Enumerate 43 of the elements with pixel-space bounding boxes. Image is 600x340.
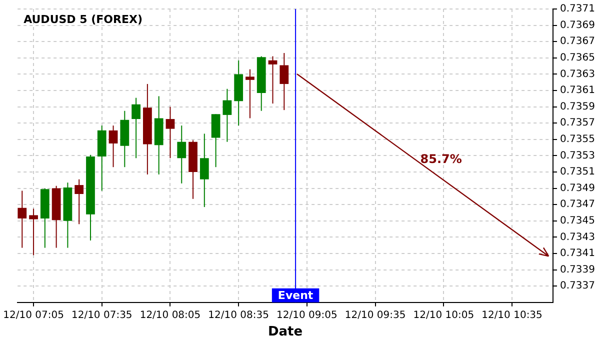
x-tick-label: 12/10 09:35 bbox=[344, 310, 406, 321]
candlestick bbox=[108, 125, 118, 168]
y-tick-label: 0.7371 bbox=[560, 4, 596, 15]
y-tick-label: 0.7357 bbox=[560, 118, 596, 129]
y-tick-label: 0.7367 bbox=[560, 36, 596, 48]
y-tick-label: 0.7359 bbox=[560, 101, 596, 112]
candlestick bbox=[200, 133, 209, 208]
candlestick bbox=[280, 52, 289, 111]
y-tick-label: 0.7337 bbox=[560, 280, 596, 292]
candlestick bbox=[132, 97, 140, 159]
candlestick bbox=[177, 125, 186, 184]
x-tick-label: 12/10 07:05 bbox=[3, 310, 64, 321]
y-tick-label: 0.7355 bbox=[560, 134, 596, 145]
y-tick-label: 0.7345 bbox=[560, 215, 596, 226]
x-axis-title: Date bbox=[268, 324, 303, 340]
x-tick-label: 12/10 08:35 bbox=[208, 310, 269, 321]
chart-title: AUDUSD 5 (FOREX) bbox=[24, 12, 142, 26]
y-tick-label: 0.7347 bbox=[560, 199, 596, 210]
y-tick-label: 0.7365 bbox=[560, 52, 596, 64]
x-tick-label: 12/10 10:35 bbox=[482, 310, 542, 321]
y-tick-label: 0.7363 bbox=[560, 68, 596, 80]
candlestick bbox=[211, 114, 220, 168]
y-tick-label: 0.7353 bbox=[560, 150, 596, 162]
annotation: 85.7% bbox=[420, 152, 462, 166]
candlestick bbox=[166, 106, 175, 159]
candlestick bbox=[246, 68, 254, 119]
candlestick bbox=[18, 190, 27, 248]
y-tick-label: 0.7349 bbox=[560, 182, 596, 194]
y-tick-label: 0.7343 bbox=[560, 232, 596, 243]
x-tick-label: 12/10 07:35 bbox=[71, 310, 132, 321]
x-tick-label: 12/10 10:05 bbox=[413, 310, 474, 321]
x-tick-label: 12/10 08:05 bbox=[140, 310, 201, 321]
y-tick-label: 0.7341 bbox=[560, 248, 596, 260]
ref-line-label: Event bbox=[278, 288, 314, 302]
candlestick bbox=[222, 88, 232, 142]
y-tick-label: 0.7361 bbox=[560, 85, 596, 96]
y-tick-label: 0.7339 bbox=[560, 264, 596, 276]
candlestick bbox=[74, 178, 84, 225]
candlestick bbox=[29, 208, 38, 256]
candlestick bbox=[268, 56, 278, 104]
y-tick-label: 0.7351 bbox=[560, 166, 596, 178]
x-tick-label: 12/10 09:05 bbox=[276, 310, 338, 321]
y-tick-label: 0.7369 bbox=[560, 20, 596, 31]
